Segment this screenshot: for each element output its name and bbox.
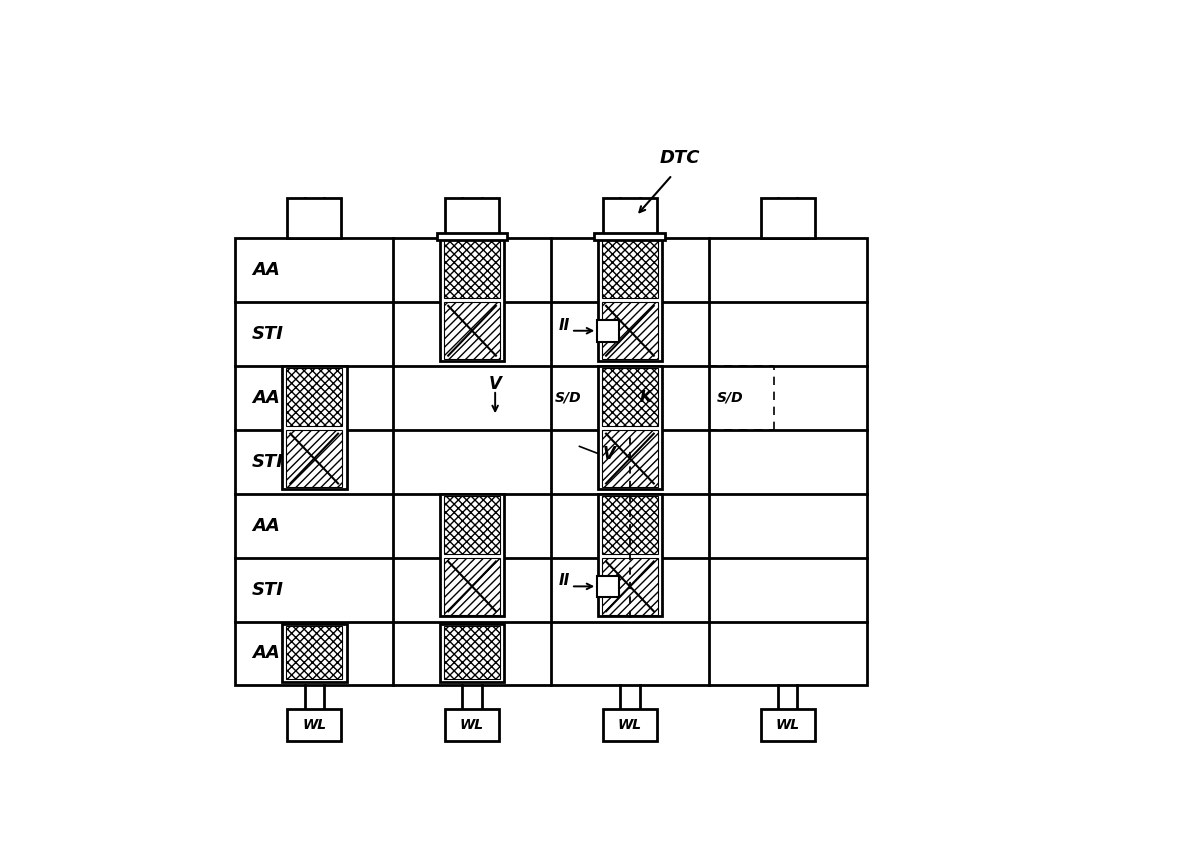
Text: STI: STI xyxy=(253,325,285,343)
Bar xyxy=(287,626,342,679)
Bar xyxy=(761,198,815,238)
Bar xyxy=(594,232,665,240)
Text: II: II xyxy=(559,573,570,588)
Text: V: V xyxy=(489,375,502,393)
Bar xyxy=(761,709,815,740)
Bar xyxy=(444,626,500,679)
Bar xyxy=(445,709,500,740)
Bar xyxy=(444,496,500,554)
Bar xyxy=(598,493,663,616)
Text: AA: AA xyxy=(253,261,280,279)
Text: WL: WL xyxy=(302,718,326,732)
Bar xyxy=(603,198,657,238)
Bar xyxy=(598,238,663,361)
Text: AA: AA xyxy=(253,645,280,662)
Bar xyxy=(603,709,657,740)
Bar xyxy=(444,558,500,615)
Bar xyxy=(598,320,619,342)
Bar xyxy=(602,240,658,298)
Bar xyxy=(602,369,658,426)
Bar xyxy=(439,238,504,361)
Bar xyxy=(602,302,658,360)
Bar xyxy=(602,496,658,554)
Bar xyxy=(439,624,504,682)
Text: S/D: S/D xyxy=(555,391,581,405)
Text: STI: STI xyxy=(253,580,285,598)
Bar xyxy=(235,238,867,685)
Bar xyxy=(287,430,342,487)
Bar xyxy=(598,366,663,488)
Text: K: K xyxy=(640,390,652,406)
Text: II: II xyxy=(559,318,570,333)
Text: WL: WL xyxy=(776,718,800,732)
Bar xyxy=(282,624,346,682)
Bar xyxy=(437,232,508,240)
Text: AA: AA xyxy=(253,517,280,535)
Text: WL: WL xyxy=(459,718,484,732)
Bar xyxy=(602,558,658,615)
Text: S/D: S/D xyxy=(717,391,743,405)
Bar xyxy=(598,576,619,598)
Text: DTC: DTC xyxy=(660,149,700,167)
Text: AA: AA xyxy=(253,389,280,407)
Bar xyxy=(287,198,341,238)
Text: V: V xyxy=(602,445,615,463)
Bar xyxy=(602,430,658,487)
Bar xyxy=(444,240,500,298)
Bar xyxy=(439,493,504,616)
Text: STI: STI xyxy=(253,453,285,471)
Bar xyxy=(445,198,500,238)
Bar xyxy=(282,366,346,488)
Text: WL: WL xyxy=(618,718,642,732)
Bar xyxy=(287,369,342,426)
Bar xyxy=(287,709,341,740)
Bar xyxy=(444,302,500,360)
